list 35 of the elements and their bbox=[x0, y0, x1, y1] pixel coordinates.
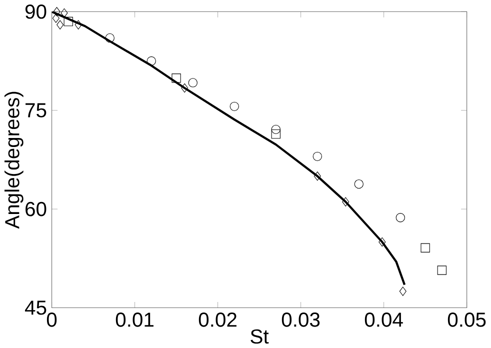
point bbox=[399, 286, 406, 296]
point bbox=[56, 20, 64, 30]
y-tick-label: 90 bbox=[25, 4, 46, 19]
point bbox=[146, 56, 156, 66]
x-tick-label: 0.05 bbox=[448, 312, 486, 327]
point bbox=[172, 73, 181, 83]
point bbox=[271, 124, 280, 134]
point bbox=[52, 14, 60, 23]
y-tick-label: 75 bbox=[26, 103, 46, 118]
y-tick-label: 60 bbox=[26, 202, 46, 216]
point bbox=[105, 33, 114, 42]
x-tick-label: 0.01 bbox=[116, 312, 154, 327]
point bbox=[378, 237, 386, 246]
point bbox=[437, 266, 446, 275]
point bbox=[271, 129, 280, 139]
point bbox=[396, 212, 405, 222]
y-axis-title: Angle(degrees) bbox=[4, 92, 24, 229]
point bbox=[53, 6, 60, 16]
point bbox=[342, 197, 350, 206]
point bbox=[181, 83, 188, 92]
x-tick-label: 0.02 bbox=[198, 312, 236, 327]
point bbox=[312, 152, 322, 161]
x-tick-label: 0.03 bbox=[282, 312, 320, 327]
point bbox=[188, 78, 198, 88]
point bbox=[64, 16, 73, 26]
point bbox=[314, 171, 321, 181]
x-tick-label: 0 bbox=[46, 312, 57, 327]
point bbox=[60, 8, 68, 18]
point bbox=[420, 243, 430, 252]
point bbox=[230, 102, 239, 111]
x-axis-title: St bbox=[250, 329, 269, 344]
point bbox=[354, 179, 364, 189]
y-tick-label: 45 bbox=[24, 300, 46, 315]
point bbox=[74, 20, 82, 30]
x-tick-label: 0.04 bbox=[364, 312, 403, 327]
